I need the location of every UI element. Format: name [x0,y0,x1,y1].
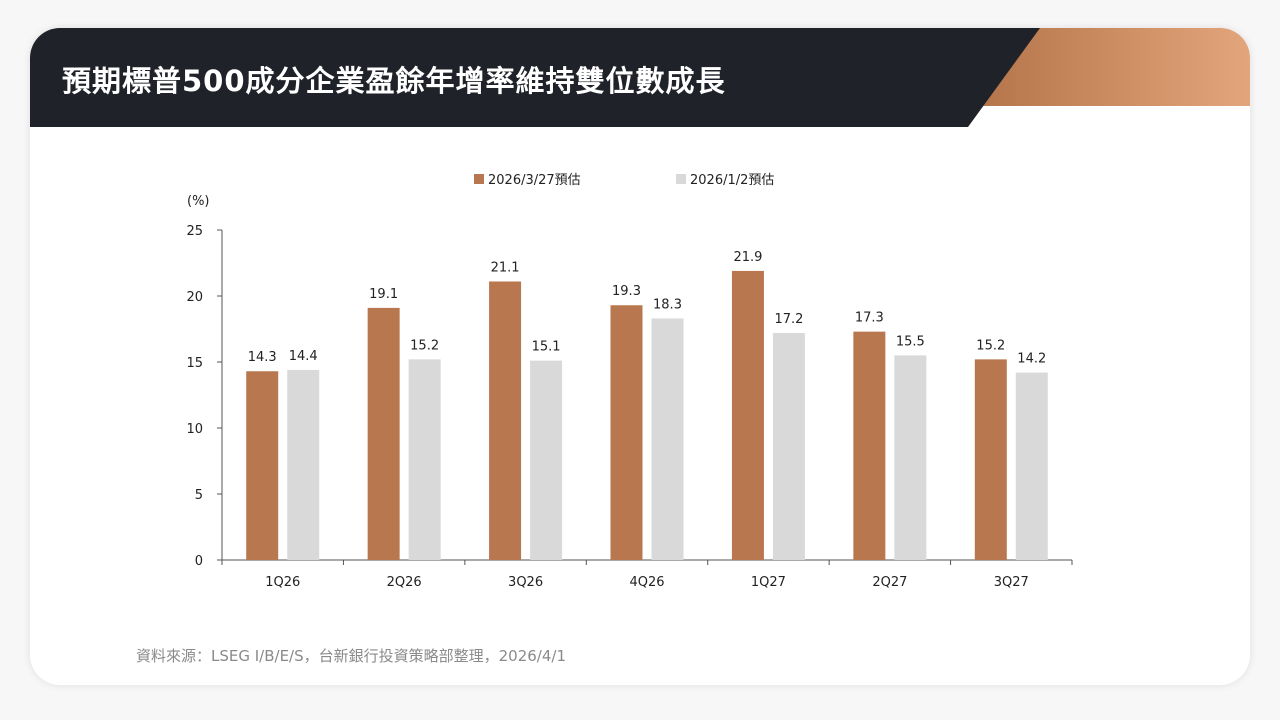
bar-prior [894,355,927,560]
y-tick-label: 5 [195,488,203,503]
data-label: 19.3 [612,284,641,299]
x-tick-label: 2Q27 [872,575,907,590]
bar-chart: 0 5 10 15 20 25 (%) 1Q26 14.3 14.4 2Q26 19.1 15.2 3Q2… [186,173,1073,590]
title-dark-shape [30,28,1040,127]
bar-current [246,371,279,560]
y-tick-label: 15 [186,356,203,371]
legend-label: 2026/3/27預估 [488,173,581,188]
legend-label: 2026/1/2預估 [690,173,774,188]
data-label: 21.9 [733,250,762,265]
legend-swatch [676,174,686,184]
data-label: 19.1 [369,287,398,302]
y-axis-unit-label: (%) [187,194,210,209]
bar-current [853,331,886,560]
bar-prior [772,332,805,560]
x-tick-label: 4Q26 [629,575,664,590]
data-label: 14.3 [248,350,277,365]
bar-prior [408,359,441,560]
data-label: 14.4 [289,349,318,364]
legend-swatch [474,174,484,184]
bar-current [489,281,522,560]
x-tick-label: 3Q27 [994,575,1029,590]
slide-card: 預期標普500成分企業盈餘年增率維持雙位數成長 0 5 10 15 20 25 (%) 1Q2… [30,28,1250,685]
bar-prior [287,369,320,560]
bar-prior [530,360,563,560]
data-label: 21.1 [491,260,520,275]
bar-current [367,307,400,560]
bar-current [610,305,643,560]
x-tick-label: 2Q26 [387,575,422,590]
bar-current [974,359,1007,560]
title-band [30,28,1250,127]
data-label: 15.2 [410,338,439,353]
y-tick-label: 0 [195,554,203,569]
x-tick-label: 3Q26 [508,575,543,590]
data-label: 17.3 [855,311,884,326]
source-note: 資料來源：LSEG I/B/E/S，台新銀行投資策略部整理，2026/4/1 [136,647,566,665]
data-label: 14.2 [1017,352,1046,367]
title-accent-shape [980,28,1250,106]
x-tick-label: 1Q27 [751,575,786,590]
bar-prior [1015,372,1048,560]
page-title: 預期標普500成分企業盈餘年增率維持雙位數成長 [62,64,726,98]
data-label: 15.1 [532,340,561,355]
bar-prior [651,318,684,560]
bar-current [731,270,764,560]
data-label: 15.2 [976,338,1005,353]
y-tick-label: 25 [186,224,203,239]
data-label: 15.5 [896,334,925,349]
y-tick-label: 10 [186,422,203,437]
data-label: 17.2 [774,312,803,327]
data-label: 18.3 [653,297,682,312]
x-tick-label: 1Q26 [265,575,300,590]
y-tick-label: 20 [186,290,203,305]
